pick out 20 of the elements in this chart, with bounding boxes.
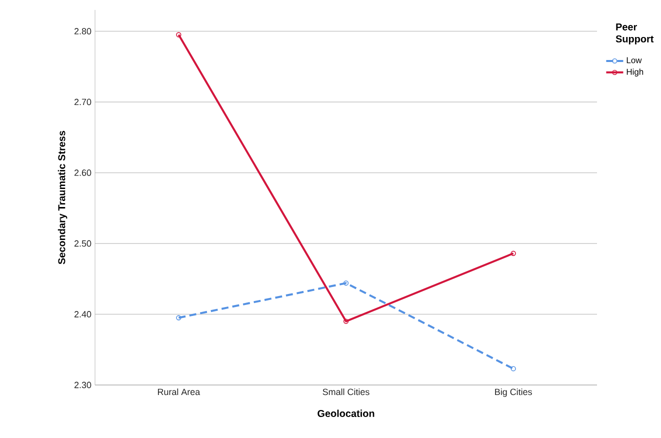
y-tick-label: 2.40 xyxy=(74,311,92,318)
point xyxy=(343,280,349,286)
point xyxy=(510,250,516,256)
y-tick-label: 2.70 xyxy=(74,98,92,106)
point xyxy=(176,315,182,320)
legend-label: High xyxy=(626,68,644,76)
x-tick-label: Big Cities xyxy=(495,388,532,397)
y-tick-label: 2.60 xyxy=(74,170,92,176)
legend-title: Peer Support xyxy=(616,24,654,44)
point xyxy=(176,32,182,38)
y-tick-label: 2.30 xyxy=(74,382,92,388)
y-tick-label: 2.80 xyxy=(74,28,92,34)
x-tick-label: Small Cities xyxy=(322,388,370,396)
y-tick-label: 2.50 xyxy=(74,240,92,247)
x-axis-title: Geolocation xyxy=(318,410,374,417)
point xyxy=(510,366,516,372)
y-axis-title: Secondary Traumatic Stress xyxy=(58,130,68,264)
x-tick-label: Rural Area xyxy=(158,388,200,396)
point xyxy=(343,318,349,324)
legend-label: Low xyxy=(626,57,642,64)
